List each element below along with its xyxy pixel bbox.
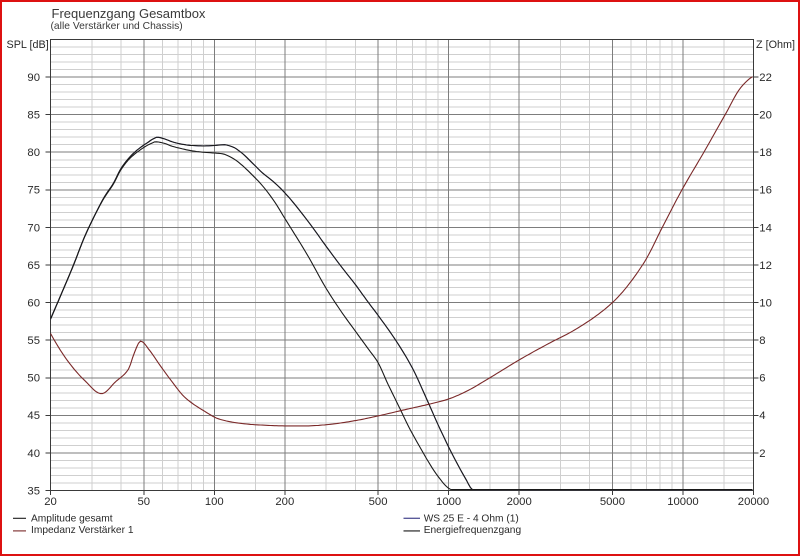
svg-text:Impedanz Verstärker 1: Impedanz Verstärker 1 <box>31 525 134 536</box>
svg-text:4: 4 <box>759 410 765 422</box>
svg-text:SPL [dB]: SPL [dB] <box>7 39 49 51</box>
svg-text:16: 16 <box>759 185 772 197</box>
svg-text:200: 200 <box>275 496 294 508</box>
svg-text:45: 45 <box>27 410 40 422</box>
svg-text:65: 65 <box>27 260 40 272</box>
svg-text:6: 6 <box>759 373 765 385</box>
svg-text:12: 12 <box>759 260 772 272</box>
svg-text:20: 20 <box>759 110 772 122</box>
svg-text:Frequenzgang Gesamtbox: Frequenzgang Gesamtbox <box>52 6 206 21</box>
svg-text:5000: 5000 <box>600 496 625 508</box>
svg-text:10: 10 <box>759 297 772 309</box>
svg-text:100: 100 <box>205 496 224 508</box>
svg-text:22: 22 <box>759 72 772 84</box>
svg-text:80: 80 <box>27 147 40 159</box>
svg-text:55: 55 <box>27 335 40 347</box>
svg-text:35: 35 <box>27 485 40 497</box>
svg-text:Energiefrequenzgang: Energiefrequenzgang <box>424 525 522 536</box>
svg-text:20: 20 <box>44 496 57 508</box>
svg-text:2: 2 <box>759 448 765 460</box>
svg-text:(alle Verstärker und Chassis): (alle Verstärker und Chassis) <box>51 21 183 32</box>
svg-text:1000: 1000 <box>436 496 461 508</box>
svg-text:60: 60 <box>27 297 40 309</box>
svg-text:20000: 20000 <box>738 496 769 508</box>
svg-text:500: 500 <box>369 496 388 508</box>
svg-text:Z [Ohm]: Z [Ohm] <box>756 39 795 51</box>
svg-text:70: 70 <box>27 222 40 234</box>
svg-text:85: 85 <box>27 110 40 122</box>
svg-text:8: 8 <box>759 335 765 347</box>
svg-text:18: 18 <box>759 147 772 159</box>
svg-text:14: 14 <box>759 222 772 234</box>
svg-text:WS 25 E - 4 Ohm (1): WS 25 E - 4 Ohm (1) <box>424 513 519 524</box>
svg-text:10000: 10000 <box>667 496 698 508</box>
svg-text:90: 90 <box>27 72 40 84</box>
svg-text:50: 50 <box>137 496 150 508</box>
svg-text:50: 50 <box>27 373 40 385</box>
svg-text:2000: 2000 <box>507 496 532 508</box>
svg-text:Amplitude gesamt: Amplitude gesamt <box>31 513 113 524</box>
svg-text:75: 75 <box>27 185 40 197</box>
svg-text:40: 40 <box>27 448 40 460</box>
